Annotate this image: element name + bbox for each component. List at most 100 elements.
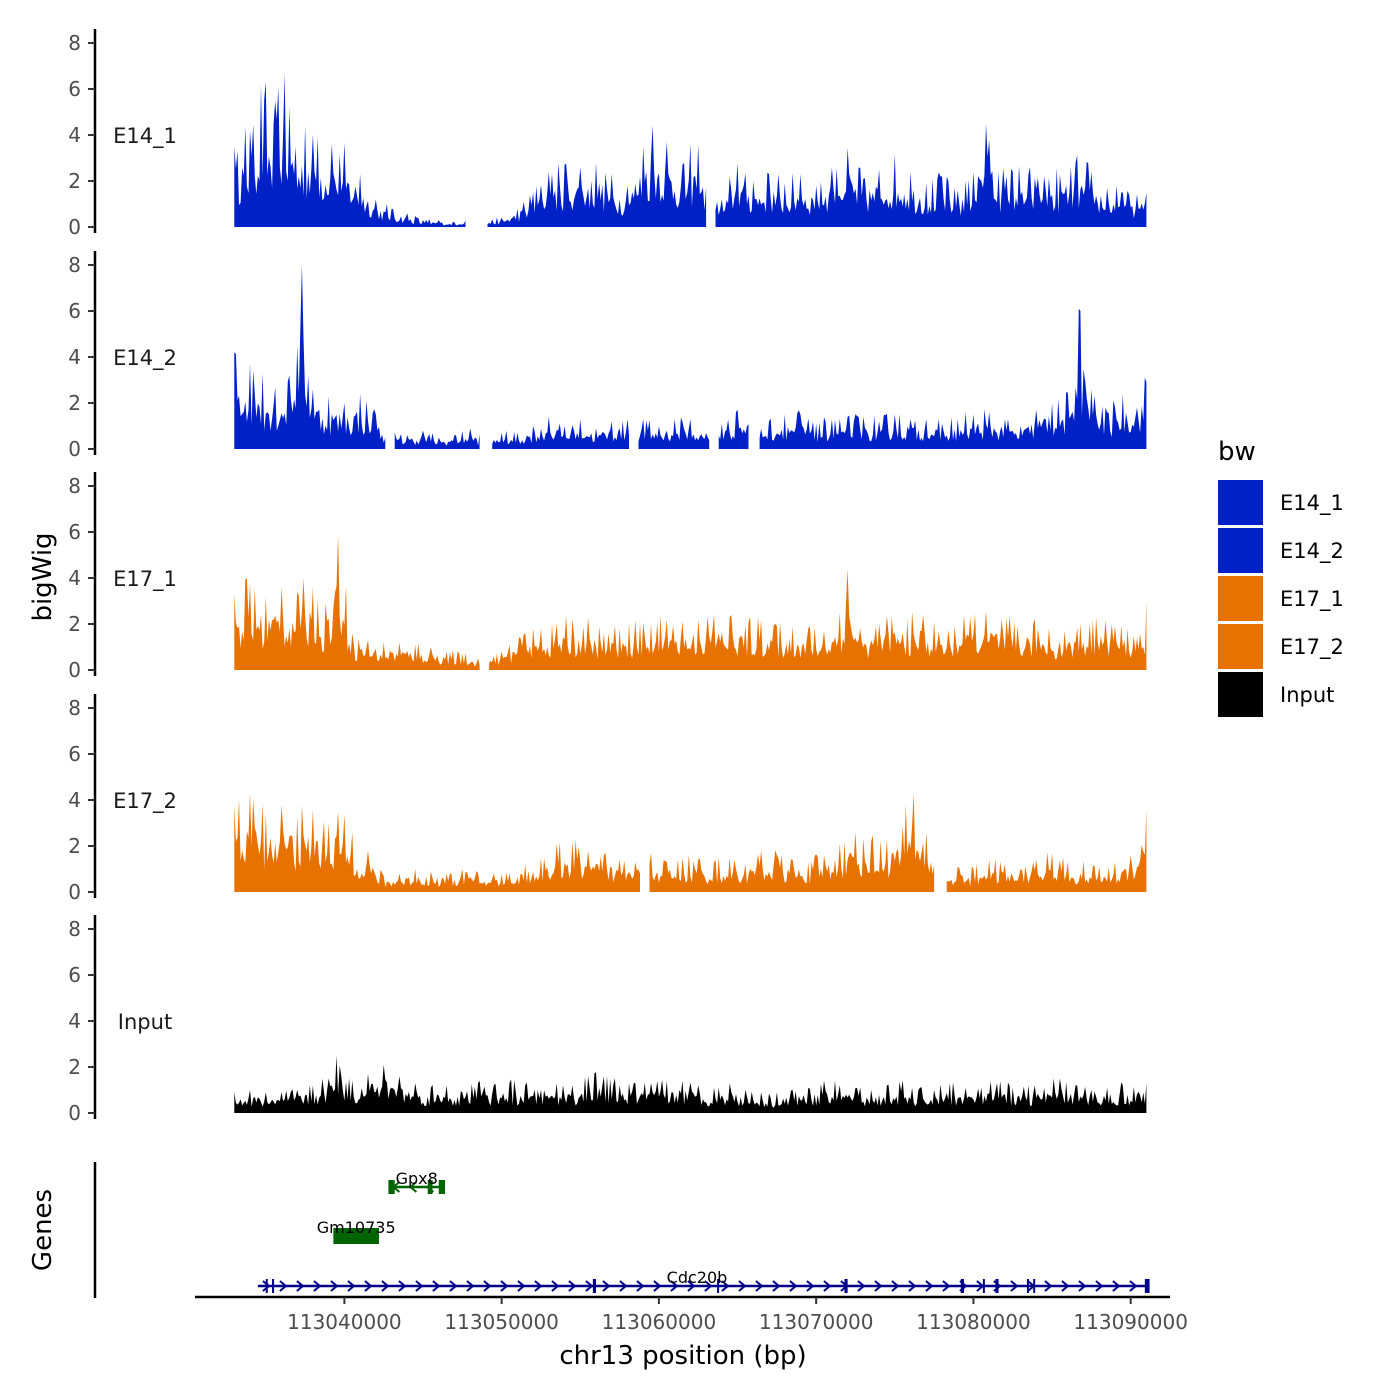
legend-swatch xyxy=(1218,480,1263,525)
strand-arrow xyxy=(381,1280,390,1292)
strand-arrow xyxy=(500,1280,509,1292)
exon xyxy=(982,1279,985,1293)
strand-arrow xyxy=(1044,1280,1053,1292)
legend-item-E14_2: E14_2 xyxy=(1218,528,1344,573)
strand-arrow xyxy=(1010,1280,1019,1292)
legend-title: bw xyxy=(1218,437,1256,467)
strand-arrow xyxy=(636,1280,645,1292)
y-tick-label: 0 xyxy=(68,658,81,682)
x-tick-label: 113070000 xyxy=(759,1310,874,1334)
y-tick-label: 2 xyxy=(68,391,81,415)
strand-arrow xyxy=(313,1280,322,1292)
y-tick-label: 6 xyxy=(68,299,81,323)
y-tick-label: 6 xyxy=(68,77,81,101)
track-Input: 0 2 4 6 8 Input xyxy=(68,915,1147,1125)
y-tick-label: 0 xyxy=(68,215,81,239)
exon xyxy=(1033,1279,1036,1293)
coverage-area-E14_2 xyxy=(234,265,1147,449)
genes-axis-title: Genes xyxy=(28,1189,58,1271)
x-axis-title: chr13 position (bp) xyxy=(559,1341,806,1371)
legend-swatch xyxy=(1218,576,1263,621)
strand-arrow xyxy=(602,1280,611,1292)
strand-arrow xyxy=(364,1280,373,1292)
strand-arrow xyxy=(432,1280,441,1292)
legend-label: E14_2 xyxy=(1280,539,1344,564)
y-tick-label: 0 xyxy=(68,1101,81,1125)
track-label: E17_2 xyxy=(113,789,177,814)
strand-arrow xyxy=(296,1280,305,1292)
legend-item-Input: Input xyxy=(1218,672,1334,717)
exon xyxy=(960,1279,964,1293)
tracks-group: 0 2 4 6 8 E14_1 0 2 4 6 8 E14_2 0 2 4 6 8 E17_1 0 2 4 6 8 E17_2… xyxy=(68,29,1147,1125)
legend-swatch xyxy=(1218,672,1263,717)
y-axis-title: bigWig xyxy=(28,532,58,621)
y-tick-label: 6 xyxy=(68,520,81,544)
track-E14_1: 0 2 4 6 8 E14_1 xyxy=(68,29,1147,239)
track-label: E14_1 xyxy=(113,124,177,149)
coverage-area-E17_2 xyxy=(234,793,1147,892)
strand-arrow xyxy=(857,1280,866,1292)
strand-arrow xyxy=(738,1280,747,1292)
y-tick-label: 2 xyxy=(68,169,81,193)
strand-arrow xyxy=(874,1280,883,1292)
y-tick-label: 8 xyxy=(68,253,81,277)
x-tick-label: 113080000 xyxy=(916,1310,1031,1334)
strand-arrow xyxy=(1095,1280,1104,1292)
strand-arrow xyxy=(466,1280,475,1292)
y-tick-label: 6 xyxy=(68,742,81,766)
strand-arrow xyxy=(721,1280,730,1292)
y-tick-label: 4 xyxy=(68,345,81,369)
strand-arrow xyxy=(704,1280,713,1292)
strand-arrow xyxy=(262,1280,271,1292)
y-tick-label: 2 xyxy=(68,834,81,858)
strand-arrow xyxy=(823,1280,832,1292)
legend: bw E14_1 E14_2 E17_1 E17_2 Input xyxy=(1218,437,1344,717)
strand-arrow xyxy=(347,1280,356,1292)
y-tick-label: 8 xyxy=(68,31,81,55)
legend-item-E14_1: E14_1 xyxy=(1218,480,1344,525)
exon xyxy=(1144,1279,1150,1293)
exon xyxy=(333,1228,379,1244)
y-tick-label: 0 xyxy=(68,437,81,461)
genes-track: Gpx8 Gm10735 Cdc20b xyxy=(93,1162,1150,1298)
x-tick-label: 113040000 xyxy=(287,1310,402,1334)
legend-label: E14_1 xyxy=(1280,491,1344,516)
strand-arrow xyxy=(1078,1280,1087,1292)
strand-arrow xyxy=(891,1280,900,1292)
y-tick-label: 4 xyxy=(68,566,81,590)
legend-item-E17_2: E17_2 xyxy=(1218,624,1344,669)
track-label: E14_2 xyxy=(113,346,177,371)
track-label: E17_1 xyxy=(113,567,177,592)
y-tick-label: 4 xyxy=(68,123,81,147)
x-tick-label: 113060000 xyxy=(602,1310,717,1334)
strand-arrow xyxy=(653,1280,662,1292)
strand-arrow xyxy=(755,1280,764,1292)
gene-Gm10735: Gm10735 xyxy=(317,1218,396,1244)
track-E17_2: 0 2 4 6 8 E17_2 xyxy=(68,694,1147,904)
gene-label: Gpx8 xyxy=(396,1169,438,1188)
legend-item-E17_1: E17_1 xyxy=(1218,576,1344,621)
legend-swatch xyxy=(1218,528,1263,573)
strand-arrow xyxy=(398,1280,407,1292)
strand-arrow xyxy=(415,1280,424,1292)
exon xyxy=(717,1279,720,1293)
y-tick-label: 4 xyxy=(68,1009,81,1033)
exon xyxy=(844,1279,848,1293)
strand-arrow xyxy=(670,1280,679,1292)
y-tick-label: 6 xyxy=(68,963,81,987)
strand-arrow xyxy=(408,1181,418,1193)
gene-Cdc20b: Cdc20b xyxy=(257,1268,1150,1293)
coverage-area-E14_1 xyxy=(234,72,1147,228)
strand-arrow xyxy=(568,1280,577,1292)
strand-arrow xyxy=(551,1280,560,1292)
strand-arrow xyxy=(789,1280,798,1292)
y-tick-label: 2 xyxy=(68,1055,81,1079)
strand-arrow xyxy=(687,1280,696,1292)
exon xyxy=(995,1279,999,1293)
y-tick-label: 8 xyxy=(68,474,81,498)
gene-label: Gm10735 xyxy=(317,1218,396,1237)
legend-label: Input xyxy=(1280,683,1334,707)
exon xyxy=(388,1180,395,1194)
y-tick-label: 8 xyxy=(68,917,81,941)
exon xyxy=(1026,1279,1029,1293)
